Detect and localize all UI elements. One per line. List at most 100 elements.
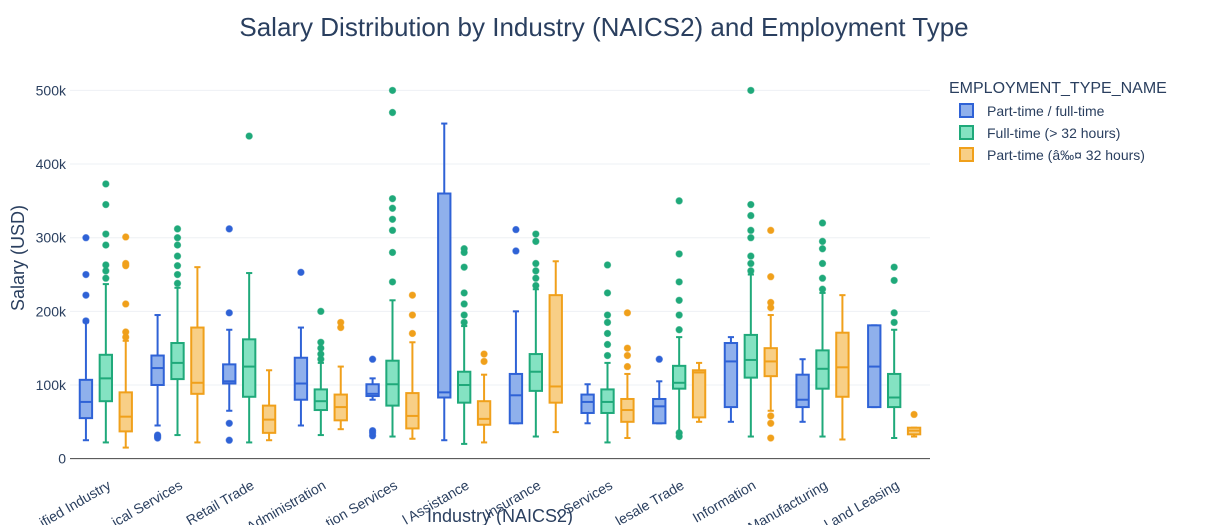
outlier-point <box>747 252 755 260</box>
outlier-point <box>675 278 683 286</box>
iqr-box <box>835 331 850 398</box>
outlier-point <box>532 281 540 290</box>
outlier-point <box>388 86 397 95</box>
outlier-point <box>368 426 377 435</box>
iqr-box <box>222 363 237 385</box>
outlier-point <box>388 248 397 257</box>
outlier-point <box>818 274 827 282</box>
outlier-point <box>460 263 468 271</box>
outlier-point <box>747 267 755 275</box>
outlier-point <box>122 259 130 268</box>
outlier-point <box>408 329 417 338</box>
outlier-point <box>532 267 540 275</box>
outlier-point <box>460 300 468 308</box>
box-0-11 <box>867 324 882 409</box>
outlier-point <box>532 259 540 268</box>
outlier-point <box>480 357 488 366</box>
box-0-8 <box>652 355 667 425</box>
outlier-point <box>532 230 540 238</box>
outlier-point <box>337 318 345 327</box>
box-0-0 <box>78 234 94 442</box>
iqr-box <box>652 397 667 425</box>
outlier-point <box>173 252 182 260</box>
y-axis-title: Salary (USD) <box>8 205 28 311</box>
outlier-point <box>388 226 397 235</box>
box-0-6 <box>508 225 524 425</box>
outlier-point <box>747 234 755 242</box>
box-0-2 <box>222 225 237 444</box>
iqr-box <box>476 400 492 426</box>
box-0-3 <box>293 268 309 427</box>
box-2-9 <box>763 226 778 442</box>
legend[interactable]: EMPLOYMENT_TYPE_NAME Part-time / full-ti… <box>949 80 1167 163</box>
y-tick-label: 500k <box>36 82 67 98</box>
iqr-box <box>190 326 205 395</box>
iqr-box <box>293 356 309 401</box>
outlier-point <box>512 247 520 255</box>
box-2-2 <box>261 369 277 442</box>
outlier-point <box>603 340 612 349</box>
chart-title: Salary Distribution by Industry (NAICS2)… <box>239 12 968 42</box>
iqr-box <box>743 333 759 379</box>
outlier-point <box>767 226 775 235</box>
box-1-8 <box>671 197 687 441</box>
outlier-point <box>910 410 918 419</box>
box-2-5 <box>476 350 492 444</box>
iqr-box <box>365 383 380 398</box>
box-1-0 <box>98 180 114 444</box>
outlier-point <box>747 200 755 209</box>
box-0-4 <box>365 355 380 440</box>
outlier-point <box>388 204 397 212</box>
outlier-point <box>747 226 755 235</box>
box-2-6 <box>548 260 563 434</box>
x-tick-label: Manufacturing <box>745 477 830 525</box>
outlier-point <box>460 311 468 319</box>
legend-item-1[interactable]: Full-time (> 32 hours) <box>959 125 1120 141</box>
outlier-point <box>102 230 110 238</box>
outlier-point <box>818 237 827 246</box>
outlier-point <box>747 259 755 268</box>
outlier-point <box>623 362 632 371</box>
outlier-point <box>122 233 130 241</box>
outlier-point <box>82 234 90 242</box>
outlier-point <box>603 289 612 297</box>
outlier-point <box>388 194 397 203</box>
legend-item-2[interactable]: Part-time (â‰¤ 32 hours) <box>959 147 1145 163</box>
iqr-box <box>118 391 133 433</box>
outlier-point <box>102 200 110 209</box>
outlier-point <box>675 197 683 205</box>
outlier-point <box>388 108 397 117</box>
y-tick-label: 300k <box>36 230 67 246</box>
legend-label: Part-time / full-time <box>987 103 1105 119</box>
outlier-point <box>480 350 488 358</box>
box-1-4 <box>385 86 400 438</box>
outlier-point <box>675 296 683 304</box>
outlier-point <box>173 234 182 242</box>
x-tick-label: ical Services <box>109 477 185 525</box>
iqr-box <box>385 359 400 407</box>
box-1-7 <box>600 261 615 444</box>
outlier-point <box>102 261 110 269</box>
iqr-box <box>886 372 902 409</box>
outlier-point <box>532 237 540 246</box>
box-0-9 <box>723 336 739 423</box>
box-1-10 <box>815 219 830 438</box>
iqr-box <box>580 393 595 414</box>
iqr-box <box>150 354 165 386</box>
legend-item-0[interactable]: Part-time / full-time <box>959 103 1105 119</box>
outlier-point <box>460 289 468 297</box>
outlier-point <box>82 291 90 299</box>
outlier-point <box>890 263 898 271</box>
outlier-point <box>623 309 632 317</box>
iqr-box <box>78 378 94 420</box>
legend-swatch <box>959 125 974 140</box>
outlier-point <box>603 318 612 327</box>
outlier-point <box>82 317 90 325</box>
y-tick-label: 100k <box>36 377 67 393</box>
outlier-point <box>225 419 233 427</box>
box-1-3 <box>313 307 329 437</box>
outlier-point <box>767 273 775 281</box>
outlier-point <box>388 215 397 223</box>
outlier-point <box>818 245 827 253</box>
